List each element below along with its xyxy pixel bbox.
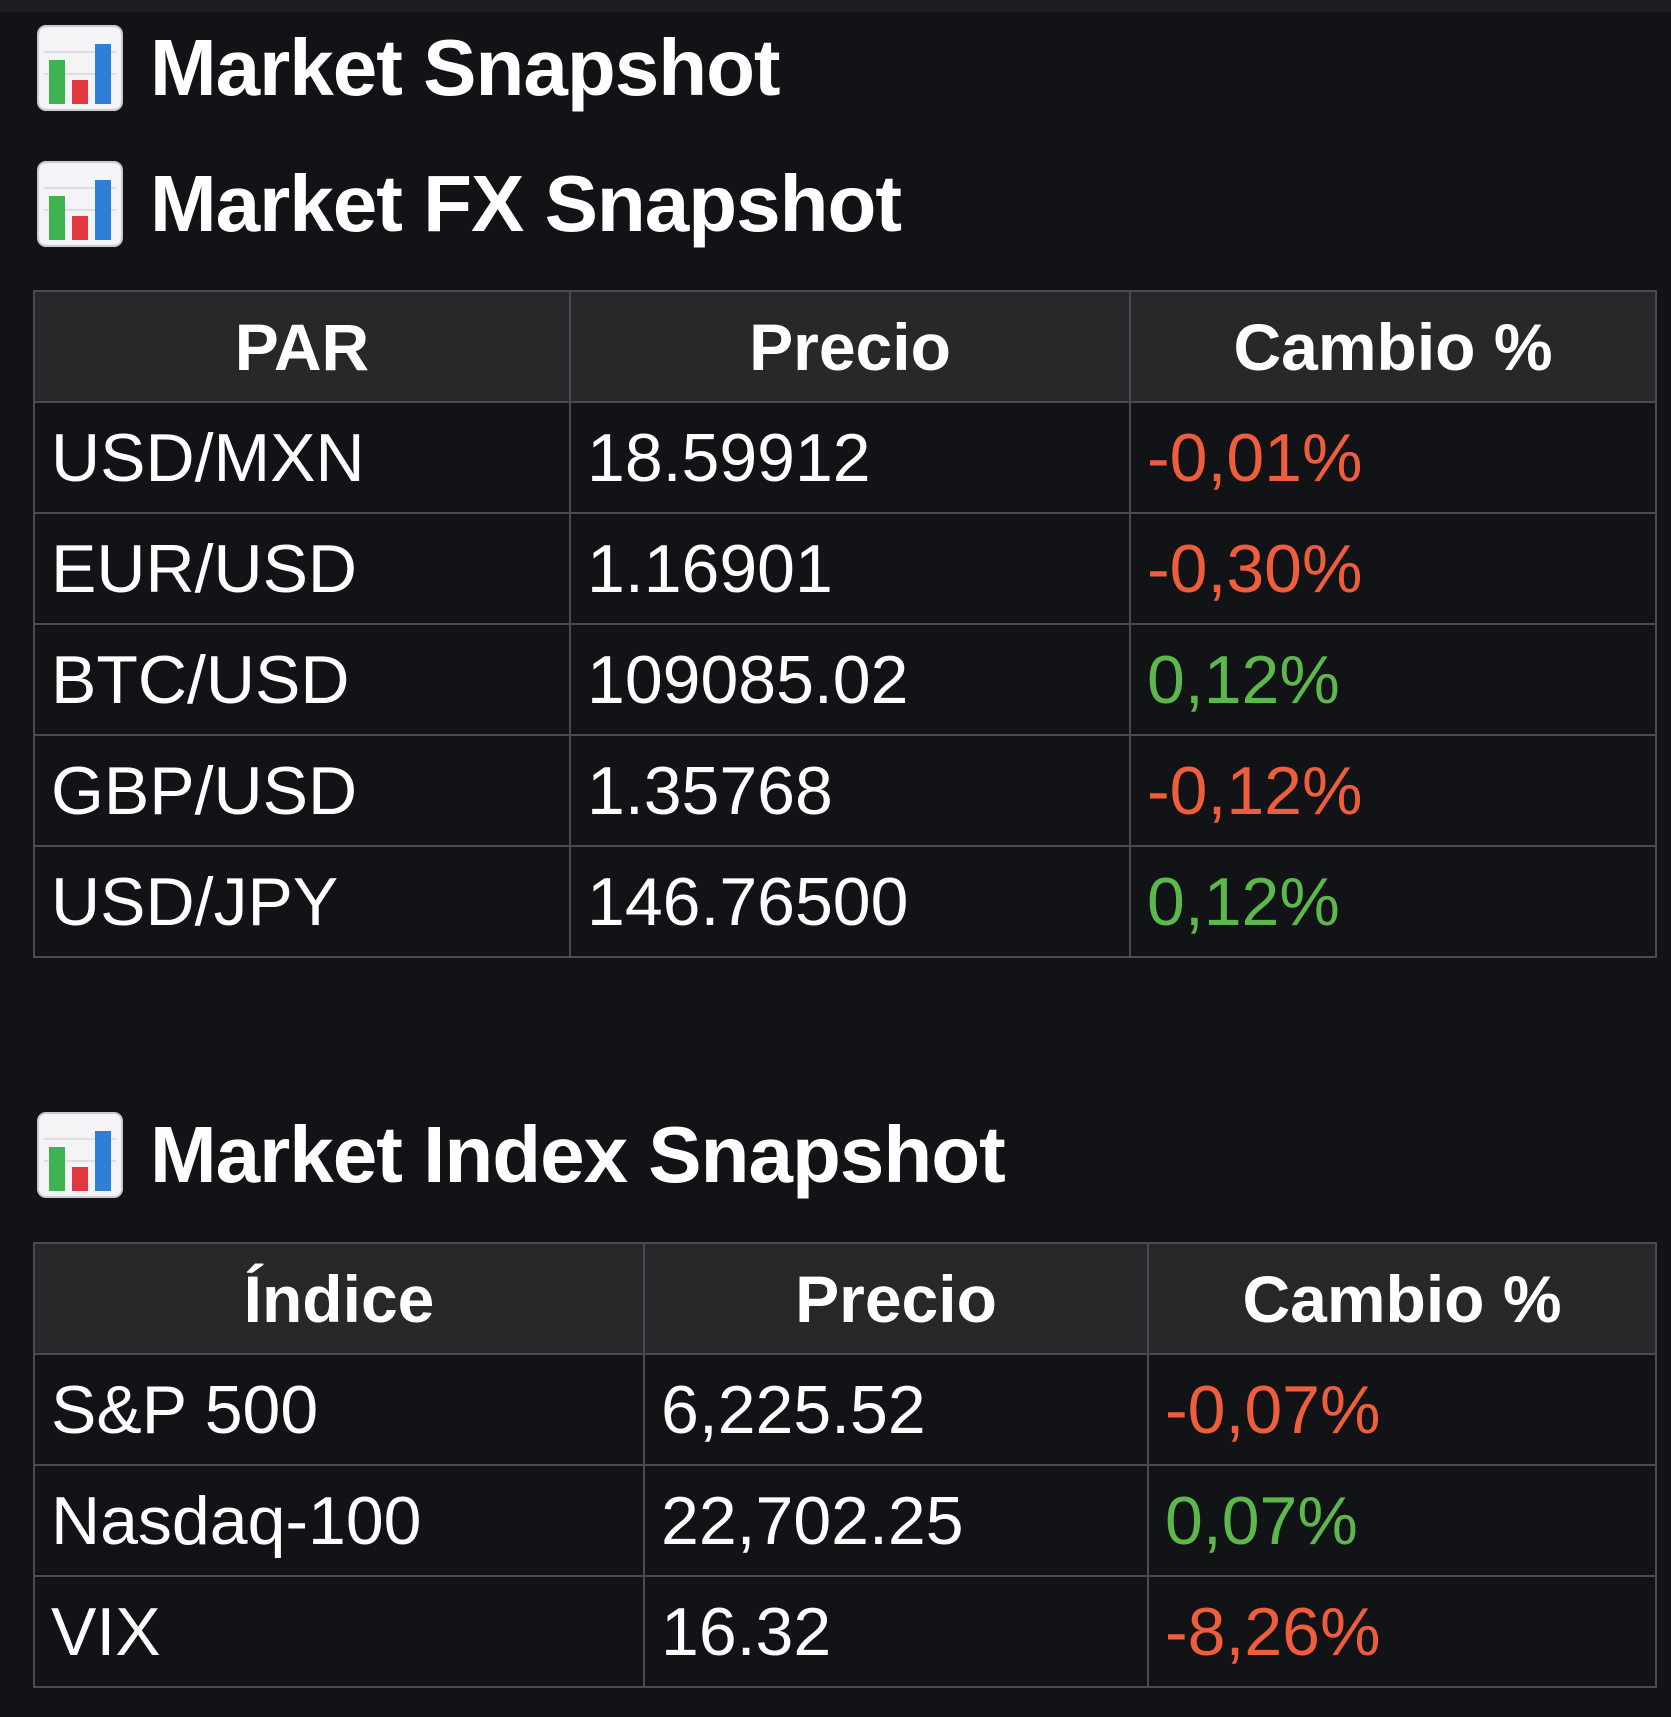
- column-header-change: Cambio %: [1147, 1242, 1657, 1355]
- column-header-price: Precio: [569, 290, 1131, 403]
- price-cell: 109085.02: [569, 623, 1131, 736]
- pair-cell: GBP/USD: [33, 734, 571, 847]
- fx-table: PAR Precio Cambio % USD/MXN 18.59912 -0,…: [33, 290, 1657, 958]
- table-header-row: Índice Precio Cambio %: [33, 1242, 1657, 1355]
- column-header-index: Índice: [33, 1242, 645, 1355]
- change-cell: 0,07%: [1147, 1464, 1657, 1577]
- table-row: S&P 500 6,225.52 -0,07%: [33, 1353, 1657, 1466]
- heading-fx-snapshot: Market FX Snapshot: [36, 156, 902, 252]
- heading-index-snapshot: Market Index Snapshot: [36, 1107, 1006, 1203]
- change-cell: -0,30%: [1129, 512, 1657, 625]
- table-header-row: PAR Precio Cambio %: [33, 290, 1657, 403]
- table-row: Nasdaq-100 22,702.25 0,07%: [33, 1464, 1657, 1577]
- change-cell: -0,01%: [1129, 401, 1657, 514]
- change-cell: -0,12%: [1129, 734, 1657, 847]
- heading-text: Market Snapshot: [150, 23, 781, 112]
- price-cell: 1.16901: [569, 512, 1131, 625]
- table-row: USD/JPY 146.76500 0,12%: [33, 845, 1657, 958]
- index-cell: S&P 500: [33, 1353, 645, 1466]
- heading-text: Market FX Snapshot: [150, 159, 902, 248]
- table-row: VIX 16.32 -8,26%: [33, 1575, 1657, 1688]
- change-cell: -8,26%: [1147, 1575, 1657, 1688]
- bar-chart-icon: [37, 1112, 123, 1198]
- bar-chart-icon: [37, 25, 123, 111]
- price-cell: 146.76500: [569, 845, 1131, 958]
- price-cell: 1.35768: [569, 734, 1131, 847]
- index-cell: Nasdaq-100: [33, 1464, 645, 1577]
- column-header-price: Precio: [643, 1242, 1149, 1355]
- index-table: Índice Precio Cambio % S&P 500 6,225.52 …: [33, 1242, 1657, 1688]
- price-cell: 16.32: [643, 1575, 1149, 1688]
- table-row: GBP/USD 1.35768 -0,12%: [33, 734, 1657, 847]
- bar-chart-icon: [37, 161, 123, 247]
- price-cell: 22,702.25: [643, 1464, 1149, 1577]
- index-cell: VIX: [33, 1575, 645, 1688]
- heading-market-snapshot: Market Snapshot: [36, 20, 781, 116]
- column-header-change: Cambio %: [1129, 290, 1657, 403]
- column-header-pair: PAR: [33, 290, 571, 403]
- change-cell: 0,12%: [1129, 845, 1657, 958]
- table-row: EUR/USD 1.16901 -0,30%: [33, 512, 1657, 625]
- pair-cell: USD/JPY: [33, 845, 571, 958]
- price-cell: 18.59912: [569, 401, 1131, 514]
- heading-text: Market Index Snapshot: [150, 1110, 1006, 1199]
- table-row: BTC/USD 109085.02 0,12%: [33, 623, 1657, 736]
- table-row: USD/MXN 18.59912 -0,01%: [33, 401, 1657, 514]
- change-cell: 0,12%: [1129, 623, 1657, 736]
- price-cell: 6,225.52: [643, 1353, 1149, 1466]
- change-cell: -0,07%: [1147, 1353, 1657, 1466]
- pair-cell: EUR/USD: [33, 512, 571, 625]
- pair-cell: BTC/USD: [33, 623, 571, 736]
- top-bar: [0, 0, 1671, 12]
- pair-cell: USD/MXN: [33, 401, 571, 514]
